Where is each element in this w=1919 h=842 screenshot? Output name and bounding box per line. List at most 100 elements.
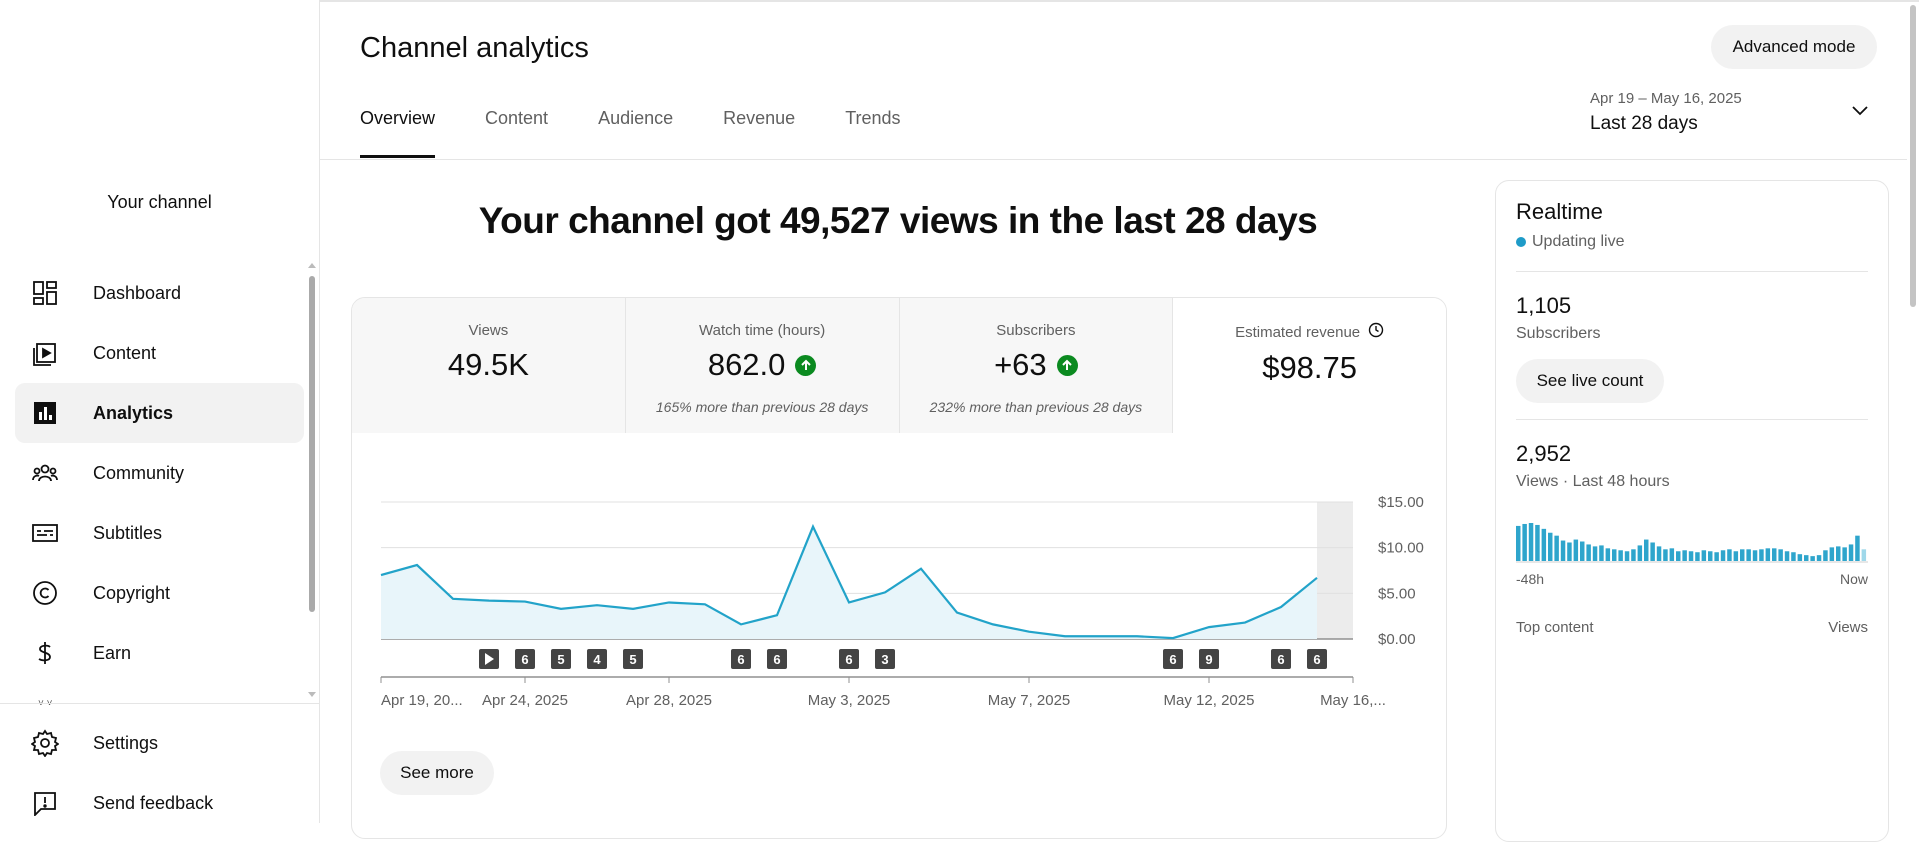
top-content-label: Top content	[1516, 619, 1594, 636]
metric-label: Estimated revenue	[1235, 323, 1361, 341]
tab-overview[interactable]: Overview	[360, 108, 436, 158]
metric-subscribers[interactable]: Subscribers +63 232% more than previous …	[899, 298, 1174, 433]
realtime-bar[interactable]	[1656, 546, 1662, 561]
main-scrollbar[interactable]	[1910, 5, 1916, 307]
realtime-bar[interactable]	[1682, 550, 1687, 561]
realtime-bar[interactable]	[1605, 548, 1611, 561]
sidebar-item-label: Content	[93, 342, 157, 363]
realtime-bar[interactable]	[1637, 545, 1643, 561]
metric-value: 862.0	[707, 347, 786, 382]
realtime-bar[interactable]	[1522, 523, 1527, 561]
metric-estimated-revenue[interactable]: Estimated revenue $98.75	[1173, 298, 1446, 433]
realtime-bar[interactable]	[1516, 525, 1521, 561]
realtime-subscribers-value: 1,105	[1516, 293, 1572, 318]
realtime-bar[interactable]	[1586, 544, 1591, 561]
metric-tabs: Views 49.5K Watch time (hours) 862.0 165…	[352, 298, 1446, 433]
realtime-bar[interactable]	[1720, 550, 1726, 561]
sidebar-item-subtitles[interactable]: Subtitles	[15, 503, 304, 563]
realtime-bar[interactable]	[1669, 548, 1675, 561]
realtime-bar[interactable]	[1695, 552, 1700, 561]
realtime-bar[interactable]	[1791, 552, 1796, 561]
sidebar-item-label: Subtitles	[93, 522, 163, 543]
realtime-bar[interactable]	[1810, 556, 1815, 561]
realtime-bar[interactable]	[1688, 551, 1694, 561]
realtime-bar[interactable]	[1784, 551, 1790, 561]
realtime-bar[interactable]	[1663, 549, 1668, 561]
realtime-bar[interactable]	[1554, 535, 1559, 561]
realtime-bar[interactable]	[1816, 555, 1822, 561]
realtime-bar[interactable]	[1612, 549, 1617, 561]
advanced-mode-button[interactable]: Advanced mode	[1711, 25, 1877, 69]
see-more-button[interactable]: See more	[380, 751, 494, 795]
realtime-bar[interactable]	[1618, 550, 1623, 561]
sidebar-item-content[interactable]: Content	[15, 323, 304, 383]
tab-content[interactable]: Content	[485, 108, 549, 128]
tab-revenue[interactable]: Revenue	[723, 108, 796, 128]
sidebar-item-dashboard[interactable]: Dashboard	[15, 263, 304, 323]
realtime-bar[interactable]	[1861, 549, 1867, 561]
realtime-bar[interactable]	[1727, 549, 1732, 561]
sidebar-scrollbar[interactable]	[309, 276, 315, 612]
realtime-bar[interactable]	[1765, 548, 1771, 561]
metric-note: 165% more than previous 28 days	[655, 399, 869, 415]
realtime-bar[interactable]	[1733, 551, 1739, 561]
realtime-bar[interactable]	[1599, 545, 1604, 561]
see-live-count-button[interactable]: See live count	[1516, 359, 1664, 403]
realtime-bar[interactable]	[1567, 542, 1572, 561]
sidebar-item-settings[interactable]: Settings	[15, 713, 304, 773]
sidebar-item-community[interactable]: Community	[15, 443, 304, 503]
sidebar-item-earn[interactable]: Earn	[15, 623, 304, 683]
realtime-bar[interactable]	[1836, 546, 1841, 561]
realtime-bar[interactable]	[1740, 549, 1745, 561]
realtime-bar[interactable]	[1759, 549, 1764, 561]
date-range-selector[interactable]: Apr 19 – May 16, 2025 Last 28 days	[1590, 90, 1870, 140]
sidebar-item-send-feedback[interactable]: Send feedback	[15, 773, 304, 833]
realtime-bar[interactable]	[1708, 551, 1713, 561]
realtime-bar[interactable]	[1676, 551, 1681, 561]
views-column-label: Views	[1828, 619, 1868, 636]
realtime-bar[interactable]	[1580, 541, 1585, 561]
your-channel-label[interactable]: Your channel	[107, 192, 212, 212]
realtime-bar[interactable]	[1624, 551, 1630, 561]
realtime-bar[interactable]	[1829, 547, 1835, 561]
page-title: Channel analytics	[360, 32, 589, 64]
metric-label: Watch time (hours)	[699, 322, 826, 339]
realtime-bar[interactable]	[1560, 540, 1566, 561]
realtime-bar[interactable]	[1528, 523, 1534, 561]
realtime-bar[interactable]	[1842, 547, 1847, 561]
tab-audience[interactable]: Audience	[598, 108, 674, 128]
top-border	[0, 0, 1919, 2]
realtime-bar[interactable]	[1746, 549, 1751, 561]
realtime-bar[interactable]	[1714, 552, 1719, 561]
realtime-bar[interactable]	[1823, 550, 1828, 561]
sidebar-item-analytics[interactable]: Analytics	[15, 383, 304, 443]
scroll-down-arrow-icon[interactable]	[308, 692, 316, 697]
realtime-bar[interactable]	[1848, 544, 1854, 561]
summary-headline: Your channel got 49,527 views in the las…	[478, 200, 1318, 241]
realtime-bar[interactable]	[1650, 542, 1655, 561]
realtime-bar[interactable]	[1701, 550, 1707, 561]
realtime-bar[interactable]	[1573, 539, 1579, 561]
sidebar-divider	[0, 703, 319, 704]
clock-icon[interactable]	[1368, 322, 1384, 342]
realtime-bar[interactable]	[1592, 546, 1598, 561]
metric-views[interactable]: Views 49.5K	[352, 298, 626, 433]
tab-trends[interactable]: Trends	[845, 108, 901, 128]
realtime-bar[interactable]	[1644, 539, 1649, 561]
realtime-bar[interactable]	[1772, 548, 1777, 561]
realtime-bar[interactable]	[1797, 554, 1803, 561]
realtime-bar[interactable]	[1752, 550, 1758, 561]
realtime-bar[interactable]	[1541, 528, 1547, 561]
realtime-bar[interactable]	[1548, 532, 1553, 561]
sidebar-item-label: Send feedback	[93, 792, 214, 813]
realtime-bar[interactable]	[1535, 524, 1540, 561]
realtime-views-bar-chart[interactable]	[1516, 511, 1868, 563]
realtime-bar[interactable]	[1778, 549, 1783, 561]
realtime-bar[interactable]	[1804, 555, 1809, 561]
realtime-bar[interactable]	[1631, 549, 1636, 561]
sidebar-item-label: Earn	[93, 642, 132, 663]
sidebar-item-copyright[interactable]: Copyright	[15, 563, 304, 623]
metric-watch-time[interactable]: Watch time (hours) 862.0 165% more than …	[625, 298, 900, 433]
realtime-bar[interactable]	[1855, 535, 1860, 561]
scroll-up-arrow-icon[interactable]	[308, 263, 316, 268]
